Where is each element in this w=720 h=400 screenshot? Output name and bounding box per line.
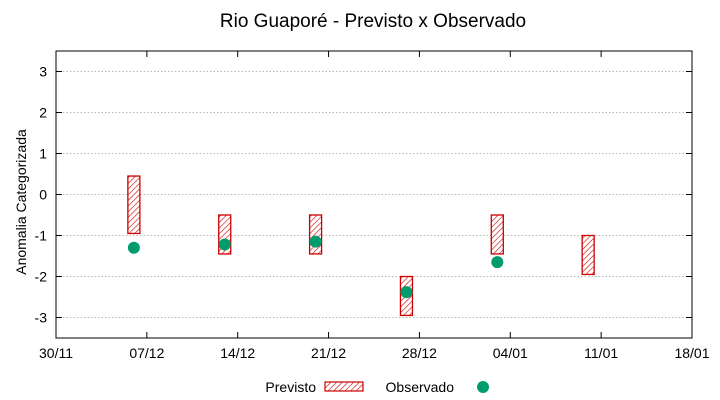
legend-swatch-observado: [477, 381, 489, 393]
plot-frame: [55, 50, 693, 339]
x-tick-label: 21/12: [311, 345, 346, 361]
legend: Previsto Observado: [265, 379, 489, 395]
forecast-range-bar: [581, 234, 595, 276]
x-tick-label: 28/12: [402, 345, 437, 361]
x-tick-label: 07/12: [129, 345, 164, 361]
legend-label-observado: Observado: [386, 379, 455, 395]
forecast-range-bar: [127, 175, 141, 235]
observed-point: [127, 241, 140, 254]
observed-point: [400, 286, 413, 299]
legend-label-previsto: Previsto: [265, 379, 316, 395]
x-tick-label: 04/01: [493, 345, 528, 361]
observed-point: [309, 235, 322, 248]
plot-area: [127, 175, 595, 317]
y-tick-label: 3: [39, 64, 47, 80]
forecast-range-bar: [308, 214, 323, 255]
x-tick-label: 11/01: [584, 345, 618, 361]
y-tick-label: -1: [35, 228, 48, 244]
y-tick-label: -2: [35, 269, 48, 285]
x-tick-label: 18/01: [674, 345, 709, 361]
x-tick-label: 30/11: [39, 345, 73, 361]
y-tick-label: 0: [39, 187, 47, 203]
legend-swatch-previsto: [324, 381, 364, 392]
y-tick-label: 2: [39, 105, 47, 121]
chart-title: Rio Guaporé - Previsto x Observado: [220, 11, 526, 32]
y-axis-label: Anomalia Categorizada: [13, 129, 29, 275]
y-tick-label: 1: [39, 146, 47, 162]
grid: [56, 71, 692, 318]
y-tick-label: -3: [35, 310, 48, 326]
observed-point: [491, 256, 504, 269]
x-tick-label: 14/12: [220, 345, 255, 361]
forecast-range-bar: [490, 214, 504, 255]
observed-point: [218, 238, 231, 251]
